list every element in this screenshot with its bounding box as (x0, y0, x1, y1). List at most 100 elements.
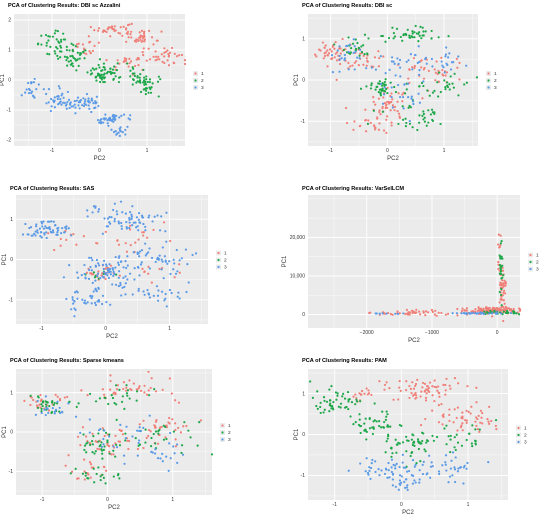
point-series-3 (400, 475, 403, 478)
point-series-3 (40, 236, 43, 239)
point-series-1 (369, 121, 372, 124)
point-series-1 (160, 30, 163, 33)
point-series-1 (101, 427, 104, 430)
point-series-2 (66, 56, 69, 60)
point-series-2 (484, 312, 487, 315)
point-series-2 (418, 85, 421, 88)
point-series-1 (56, 395, 59, 398)
point-series-2 (433, 89, 436, 92)
point-series-2 (383, 80, 387, 84)
point-series-3 (354, 50, 357, 54)
point-series-1 (431, 394, 434, 397)
point-series-1 (365, 64, 368, 67)
point-series-2 (138, 443, 142, 446)
point-series-1 (437, 311, 440, 314)
point-series-3 (338, 70, 341, 73)
point-series-3 (178, 297, 181, 300)
point-series-2 (98, 58, 102, 61)
point-series-1 (504, 282, 507, 285)
point-series-1 (368, 311, 371, 315)
point-series-2 (449, 75, 452, 78)
point-series-3 (474, 312, 477, 315)
point-series-2 (401, 441, 405, 444)
point-series-1 (397, 398, 400, 401)
point-series-2 (198, 421, 201, 424)
point-series-3 (404, 466, 407, 469)
point-series-2 (103, 72, 106, 75)
point-series-2 (59, 44, 62, 47)
point-series-1 (127, 36, 130, 39)
point-series-1 (114, 434, 117, 437)
point-series-3 (163, 255, 166, 258)
chart-svg-3: PCA of Clustering Results: SAS-1 0 1-101PC… (2, 186, 227, 340)
point-series-2 (426, 89, 429, 92)
point-series-2 (145, 78, 148, 81)
point-series-3 (63, 231, 66, 234)
point-series-2 (62, 38, 66, 41)
point-series-2 (48, 35, 51, 38)
point-series-2 (101, 452, 104, 455)
point-series-3 (128, 272, 132, 275)
point-series-3 (374, 470, 377, 474)
point-series-2 (360, 45, 363, 48)
point-series-3 (187, 281, 190, 284)
legend-label: 3 (228, 437, 231, 443)
y-tick-label: 0 (302, 312, 305, 318)
point-series-2 (381, 34, 384, 38)
point-series-1 (510, 309, 513, 312)
point-series-2 (401, 105, 404, 108)
point-series-2 (69, 59, 72, 62)
point-series-2 (358, 418, 361, 421)
point-series-1 (373, 128, 377, 131)
point-series-3 (164, 297, 167, 300)
point-series-2 (162, 438, 166, 441)
point-series-3 (56, 227, 59, 230)
point-series-1 (150, 281, 153, 284)
point-series-1 (421, 97, 424, 100)
point-series-3 (90, 302, 93, 305)
point-series-2 (444, 86, 447, 89)
point-series-3 (364, 470, 367, 473)
legend-marker (194, 79, 197, 82)
point-series-3 (88, 107, 91, 110)
point-series-3 (387, 461, 390, 465)
point-series-1 (405, 388, 408, 392)
point-series-1 (143, 270, 146, 273)
point-series-1 (464, 309, 467, 312)
point-series-3 (454, 456, 457, 459)
point-series-3 (83, 299, 87, 302)
point-series-2 (350, 400, 354, 404)
point-series-2 (418, 34, 421, 37)
point-series-1 (113, 25, 116, 28)
point-series-2 (335, 398, 338, 401)
point-series-3 (418, 481, 421, 484)
point-series-2 (56, 29, 59, 33)
point-series-1 (382, 129, 386, 132)
point-series-1 (58, 399, 62, 402)
point-series-2 (448, 88, 451, 91)
point-series-2 (143, 83, 146, 86)
point-series-2 (88, 392, 92, 395)
point-series-3 (383, 472, 387, 476)
point-series-3 (403, 480, 406, 483)
point-series-3 (137, 289, 140, 292)
point-series-3 (30, 82, 33, 85)
point-series-2 (126, 394, 129, 397)
point-series-1 (512, 307, 515, 311)
point-series-1 (353, 120, 356, 123)
x-tick-label: 0 (106, 497, 109, 503)
point-series-1 (164, 50, 168, 53)
point-series-2 (145, 83, 148, 86)
point-series-1 (428, 390, 431, 393)
point-series-2 (77, 402, 80, 405)
point-series-2 (181, 444, 184, 447)
point-series-3 (106, 119, 109, 122)
point-series-1 (398, 312, 401, 315)
point-series-2 (74, 467, 77, 470)
point-series-3 (401, 461, 404, 464)
point-series-1 (333, 56, 336, 59)
point-series-3 (380, 469, 383, 472)
point-series-3 (44, 225, 47, 228)
point-series-3 (32, 81, 36, 84)
point-series-2 (393, 35, 397, 38)
